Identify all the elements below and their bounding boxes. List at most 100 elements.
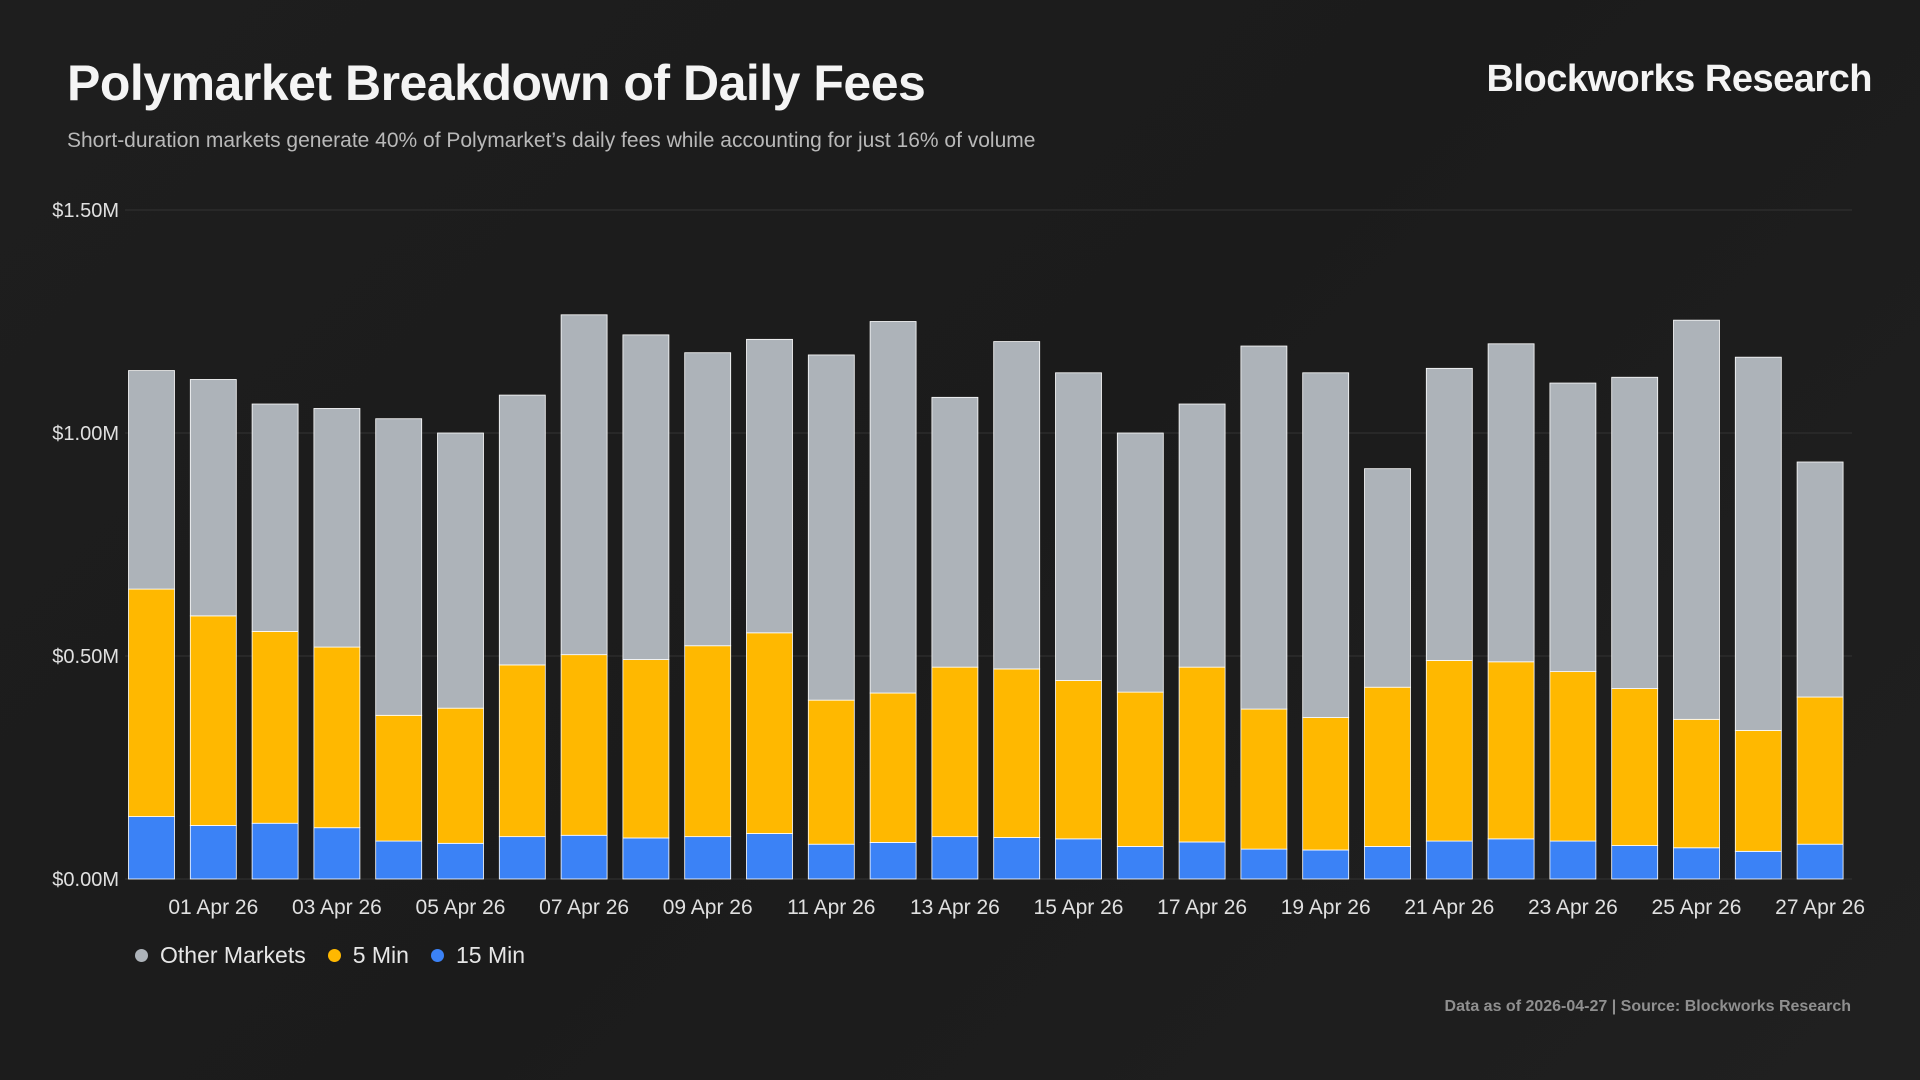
bar-segment-other-markets xyxy=(128,370,175,590)
legend-label-5-min: 5 Min xyxy=(352,942,409,968)
bar-segment-15-min xyxy=(437,842,484,880)
bar-segment-other-markets xyxy=(1055,372,1102,681)
x-tick-label: 25 Apr 26 xyxy=(1652,896,1742,919)
bar-segment-5-min xyxy=(931,666,979,838)
bar-segment-5-min xyxy=(189,615,237,826)
bar-segment-15-min xyxy=(1178,841,1226,880)
bars xyxy=(128,314,1844,880)
bar-segment-5-min xyxy=(498,664,546,838)
bar-segment-15-min xyxy=(128,816,175,880)
bar-segment-other-markets xyxy=(1302,372,1350,718)
bar-segment-5-min xyxy=(1240,708,1288,850)
bar-segment-5-min xyxy=(1302,717,1350,851)
bar-segment-15-min xyxy=(1302,849,1350,880)
legend-marker-5-min xyxy=(327,949,341,962)
bar-segment-15-min xyxy=(746,833,793,880)
x-tick-label: 09 Apr 26 xyxy=(663,896,753,919)
bar-segment-15-min xyxy=(1487,838,1535,880)
bar-segment-other-markets xyxy=(622,334,670,660)
bar-segment-other-markets xyxy=(375,418,423,716)
brand-logo-text: Blockworks Research xyxy=(1486,58,1873,100)
bar-segment-15-min xyxy=(313,827,361,880)
x-tick-label: 19 Apr 26 xyxy=(1281,896,1371,919)
bar-segment-15-min xyxy=(1116,846,1164,880)
bar-segment-15-min xyxy=(931,836,979,880)
legend-marker-other-markets xyxy=(135,949,148,962)
bar-segment-15-min xyxy=(1611,845,1659,880)
bar-segment-5-min xyxy=(1364,686,1411,847)
x-tick-label: 05 Apr 26 xyxy=(416,896,506,919)
bar-segment-other-markets xyxy=(1240,345,1288,710)
bar-segment-15-min xyxy=(1055,838,1102,880)
bar-segment-other-markets xyxy=(1116,432,1164,693)
bar-segment-other-markets xyxy=(1487,343,1535,663)
bar-segment-15-min xyxy=(622,837,670,880)
y-tick-label: $0.50M xyxy=(52,646,119,668)
bar-segment-5-min xyxy=(1055,680,1102,840)
bar-segment-15-min xyxy=(1549,840,1597,880)
chart-subtitle: Short-duration markets generate 40% of P… xyxy=(67,129,1036,152)
bar-segment-15-min xyxy=(1796,843,1844,880)
bar-segment-other-markets xyxy=(189,379,237,617)
legend-label-15-min: 15 Min xyxy=(455,942,526,968)
bar-segment-15-min xyxy=(560,834,608,880)
bar-segment-5-min xyxy=(1549,671,1597,842)
bar-segment-5-min xyxy=(128,588,175,817)
bar-segment-other-markets xyxy=(1611,376,1659,689)
bar-segment-5-min xyxy=(560,654,608,836)
bar-segment-5-min xyxy=(993,668,1041,838)
bar-segment-15-min xyxy=(993,837,1041,880)
legend-marker-15-min xyxy=(430,949,444,962)
bar-segment-15-min xyxy=(1673,847,1720,880)
bar-segment-15-min xyxy=(1734,850,1782,880)
bar-segment-other-markets xyxy=(1734,356,1782,731)
bar-segment-15-min xyxy=(869,842,917,880)
x-tick-label: 07 Apr 26 xyxy=(539,896,629,919)
bar-segment-other-markets xyxy=(560,314,608,656)
bar-segment-15-min xyxy=(807,843,855,880)
chart-title: Polymarket Breakdown of Daily Fees xyxy=(67,55,926,111)
bar-segment-5-min xyxy=(251,631,299,824)
bar-segment-other-markets xyxy=(1796,461,1844,698)
bar-segment-5-min xyxy=(807,699,855,845)
bar-segment-15-min xyxy=(1240,848,1288,880)
bar-segment-5-min xyxy=(1116,691,1164,847)
bar-segment-other-markets xyxy=(1425,367,1473,661)
legend-item-other-markets[interactable]: Other Markets xyxy=(135,942,306,969)
x-tick-label: 15 Apr 26 xyxy=(1034,896,1124,919)
bar-segment-5-min xyxy=(313,646,361,829)
bar-segment-15-min xyxy=(1425,840,1473,880)
x-tick-label: 17 Apr 26 xyxy=(1157,896,1247,919)
bar-segment-5-min xyxy=(746,632,793,834)
bar-segment-5-min xyxy=(1178,666,1226,843)
bar-segment-other-markets xyxy=(1364,468,1411,688)
bar-segment-5-min xyxy=(684,645,732,838)
bar-segment-5-min xyxy=(1487,661,1535,840)
y-axis-ticks: $0.00M $0.50M $1.00M $1.50M xyxy=(52,200,119,891)
legend: Other Markets 5 Min 15 Min xyxy=(135,942,525,969)
bar-segment-5-min xyxy=(1673,718,1720,849)
bar-segment-5-min xyxy=(1425,660,1473,842)
bar-segment-other-markets xyxy=(1673,319,1720,720)
bar-segment-other-markets xyxy=(1549,382,1597,673)
bar-segment-5-min xyxy=(375,714,423,842)
x-tick-label: 11 Apr 26 xyxy=(787,896,875,919)
bar-segment-5-min xyxy=(1611,688,1659,846)
x-tick-label: 23 Apr 26 xyxy=(1528,896,1618,919)
bar-segment-other-markets xyxy=(807,354,855,701)
legend-item-15-min[interactable]: 15 Min xyxy=(430,942,526,969)
bar-segment-5-min xyxy=(1796,696,1844,845)
bar-segment-15-min xyxy=(498,836,546,880)
bar-segment-5-min xyxy=(869,692,917,843)
y-tick-label: $0.00M xyxy=(52,869,119,891)
bar-segment-other-markets xyxy=(931,396,979,668)
x-tick-label: 27 Apr 26 xyxy=(1775,896,1865,919)
source-footnote: Data as of 2026-04-27 | Source: Blockwor… xyxy=(1444,998,1851,1015)
bar-segment-other-markets xyxy=(869,321,917,694)
x-axis-ticks: 01 Apr 26 03 Apr 26 05 Apr 26 07 Apr 26 09 A… xyxy=(168,896,1865,919)
bar-segment-5-min xyxy=(622,659,670,839)
bar-segment-5-min xyxy=(1734,730,1782,852)
legend-item-5-min[interactable]: 5 Min xyxy=(327,942,409,969)
bar-segment-other-markets xyxy=(993,341,1041,670)
